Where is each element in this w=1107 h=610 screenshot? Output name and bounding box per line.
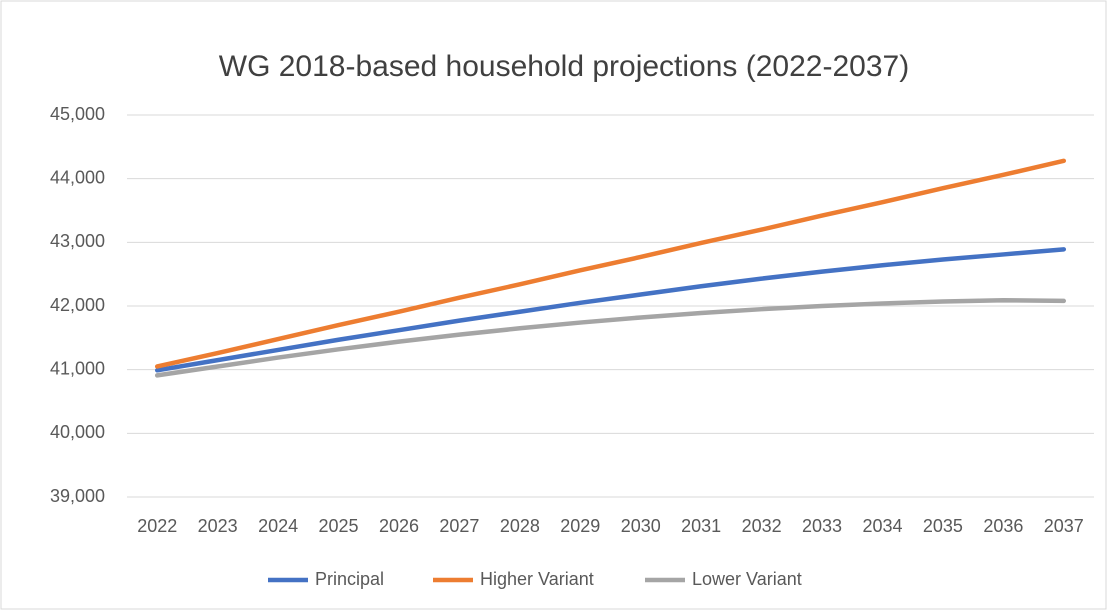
x-tick-label: 2023	[198, 516, 238, 536]
x-tick-label: 2027	[439, 516, 479, 536]
legend-label: Principal	[315, 569, 384, 589]
y-tick-label: 41,000	[50, 358, 105, 378]
x-tick-label: 2026	[379, 516, 419, 536]
legend-label: Higher Variant	[480, 569, 594, 589]
x-tick-label: 2031	[681, 516, 721, 536]
chart-title: WG 2018-based household projections (202…	[219, 50, 909, 83]
x-tick-label: 2024	[258, 516, 298, 536]
series-line	[154, 158, 1067, 369]
x-tick-label: 2025	[319, 516, 359, 536]
x-tick-label: 2028	[500, 516, 540, 536]
y-tick-label: 43,000	[50, 231, 105, 251]
y-tick-label: 45,000	[50, 104, 105, 124]
x-tick-label: 2032	[742, 516, 782, 536]
x-tick-label: 2029	[560, 516, 600, 536]
x-tick-label: 2034	[862, 516, 902, 536]
x-tick-label: 2022	[137, 516, 177, 536]
y-tick-label: 39,000	[50, 486, 105, 506]
legend-label: Lower Variant	[692, 569, 802, 589]
x-tick-label: 2033	[802, 516, 842, 536]
y-tick-label: 40,000	[50, 422, 105, 442]
x-tick-label: 2035	[923, 516, 963, 536]
series-line	[154, 247, 1067, 373]
y-tick-label: 44,000	[50, 167, 105, 187]
series-line	[154, 298, 1067, 378]
x-tick-label: 2036	[983, 516, 1023, 536]
x-tick-label: 2030	[621, 516, 661, 536]
y-tick-label: 42,000	[50, 295, 105, 315]
x-tick-label: 2037	[1044, 516, 1084, 536]
